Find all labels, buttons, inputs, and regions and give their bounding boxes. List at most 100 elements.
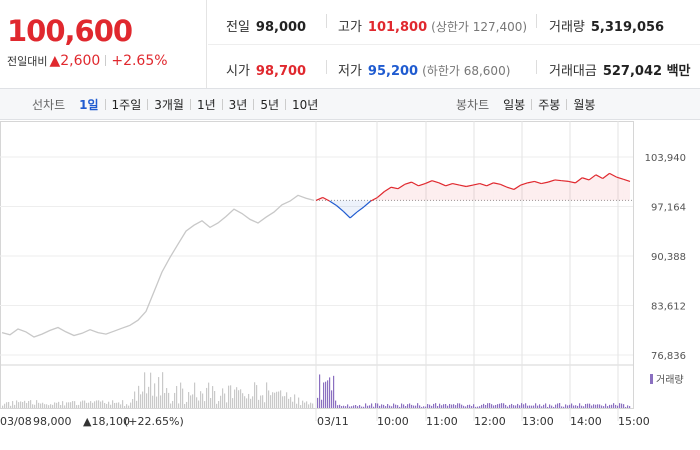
price-line-segment [582,177,590,181]
price-chart[interactable]: 103,940 97,164 90,388 83,612 76,836 거래량 03/08 9… [0,121,700,450]
tab-5y[interactable]: 5년 [260,97,280,112]
volume-bar [515,405,517,408]
volume-bar [138,385,140,408]
price-line-segment [622,178,631,182]
volume-bar [262,395,264,408]
stat-label: 전일 [226,20,250,35]
volume-bar [4,403,6,408]
time-label: 11:00 [426,415,458,428]
volume-bar [359,405,361,408]
volume-bar [106,403,108,408]
tab-daily[interactable]: 일봉 [503,97,526,112]
volume-bar [298,397,300,408]
price-area-segment [568,181,576,201]
volume-bar [461,404,463,408]
volume-bar [621,403,623,408]
tab-1y[interactable]: 1년 [196,97,216,112]
volume-bar [226,402,228,408]
volume-bar [164,393,166,408]
price-area-segment [473,183,480,201]
volume-bar [495,404,497,408]
volume-bar [90,401,92,408]
volume-bar [288,398,290,408]
chart-canvas: 103,940 97,164 90,388 83,612 76,836 거래량 03/08 9… [0,121,686,428]
volume-bar [60,404,62,408]
volume-bar [399,406,401,408]
volume-bar [373,406,375,408]
volume-bar [246,398,248,408]
volume-bar [339,404,341,408]
price-line-segment [438,182,446,187]
volume-bar [220,395,222,408]
volume-bar [146,393,148,408]
volume-bar [525,403,527,408]
volume-bar [325,381,327,408]
price-line-segment [561,180,569,182]
volume-bar [323,382,325,408]
volume-bar [449,403,451,408]
volume-bar [182,388,184,408]
history-percent-label: (+22.65%) [124,415,184,428]
volume-bar [375,403,377,408]
tab-1w[interactable]: 1주일 [111,97,142,112]
volume-bar [573,405,575,408]
time-label: 14:00 [570,415,602,428]
volume-bar [100,401,102,408]
volume-bar [417,403,419,408]
time-label: 13:00 [522,415,554,428]
volume-bar [214,390,216,408]
volume-bar [208,382,210,408]
volume-bar [32,404,34,408]
price-line-segment [342,210,351,219]
volume-bar [238,390,240,408]
volume-bar [278,391,280,408]
volume-bar [629,406,631,408]
volume-bar [441,405,443,408]
volume-bar [401,403,403,408]
volume-bar [505,404,507,408]
volume-bar [579,403,581,408]
volume-bar [286,392,288,408]
price-area-segment [582,177,590,201]
volume-bar [26,402,28,408]
tab-3y[interactable]: 3년 [228,97,248,112]
volume-bar [443,404,445,408]
volume-bar [597,404,599,408]
volume-bar [321,399,323,408]
volume-bar [64,405,66,408]
volume-bar [112,400,114,408]
price-line-segment [547,179,556,183]
volume-bar [266,382,268,408]
volume-bar [519,405,521,408]
volume-bar [140,394,142,408]
tab-1d[interactable]: 1일 [79,97,99,112]
tab-weekly[interactable]: 주봉 [538,97,561,112]
y-tick-label: 76,836 [651,351,686,362]
volume-bar [463,405,465,408]
volume-bar [337,405,339,408]
history-date-label: 03/08 [0,415,32,428]
volume-bar [423,406,425,408]
price-area-segment [432,180,439,201]
volume-bar [170,403,172,408]
volume-bar [98,400,100,408]
volume-bar [541,406,543,408]
volume-bar [451,404,453,408]
volume-bar [335,400,337,408]
volume-bar [174,392,176,408]
volume-bar [206,387,208,408]
volume-bar [184,403,186,408]
volume-bar [48,405,50,408]
volume-bar [188,392,190,408]
volume-bar [511,403,513,408]
volume-bar [397,405,399,408]
tab-3m[interactable]: 3개월 [154,97,184,112]
volume-bar [427,404,429,408]
tab-monthly[interactable]: 월봉 [573,97,596,112]
time-label: 12:00 [474,415,506,428]
price-area-segment [425,180,433,201]
divider [536,60,537,74]
tab-10y[interactable]: 10년 [292,97,319,112]
volume-bar [176,385,178,408]
price-line-segment [472,183,480,186]
